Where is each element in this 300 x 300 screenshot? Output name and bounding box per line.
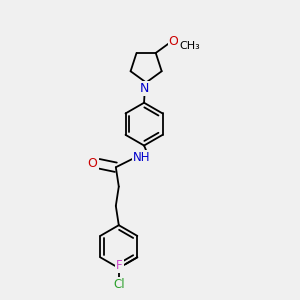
Text: O: O — [88, 157, 98, 169]
Text: Cl: Cl — [113, 278, 124, 291]
Text: F: F — [116, 259, 123, 272]
Text: O: O — [169, 35, 178, 48]
Text: N: N — [140, 82, 149, 95]
Text: NH: NH — [133, 151, 151, 164]
Text: CH₃: CH₃ — [179, 40, 200, 50]
